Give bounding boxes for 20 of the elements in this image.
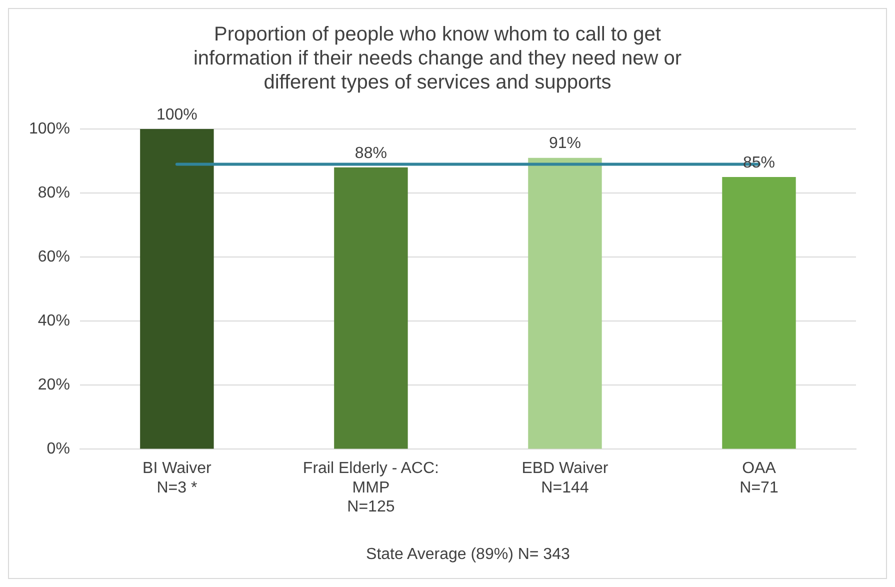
bar — [334, 167, 408, 449]
y-tick-label: 40% — [38, 312, 70, 330]
x-tick-label: EBD Waiver N=144 — [522, 460, 609, 496]
x-tick-label: Frail Elderly - ACC: MMP N=125 — [302, 460, 439, 516]
y-tick-label: 100% — [29, 120, 70, 138]
x-axis-title: State Average (89%) N= 343 — [366, 546, 570, 563]
bar — [722, 177, 796, 449]
y-tick-label: 20% — [38, 376, 70, 394]
y-tick-label: 0% — [46, 440, 70, 458]
data-label: 88% — [354, 144, 387, 162]
y-tick-label: 80% — [38, 184, 70, 202]
x-tick-label: BI Waiver N=3 * — [142, 460, 212, 496]
chart-title: Proportion of people who know whom to call to get information if their needs change and they need new or different types of services and supports — [193, 24, 682, 94]
bar — [528, 158, 602, 449]
data-label: 91% — [548, 135, 581, 152]
x-tick-label: OAA N=71 — [740, 460, 778, 496]
bar — [140, 129, 214, 449]
y-tick-label: 60% — [38, 248, 70, 266]
data-label: 85% — [742, 154, 776, 172]
data-label: 100% — [156, 106, 198, 124]
